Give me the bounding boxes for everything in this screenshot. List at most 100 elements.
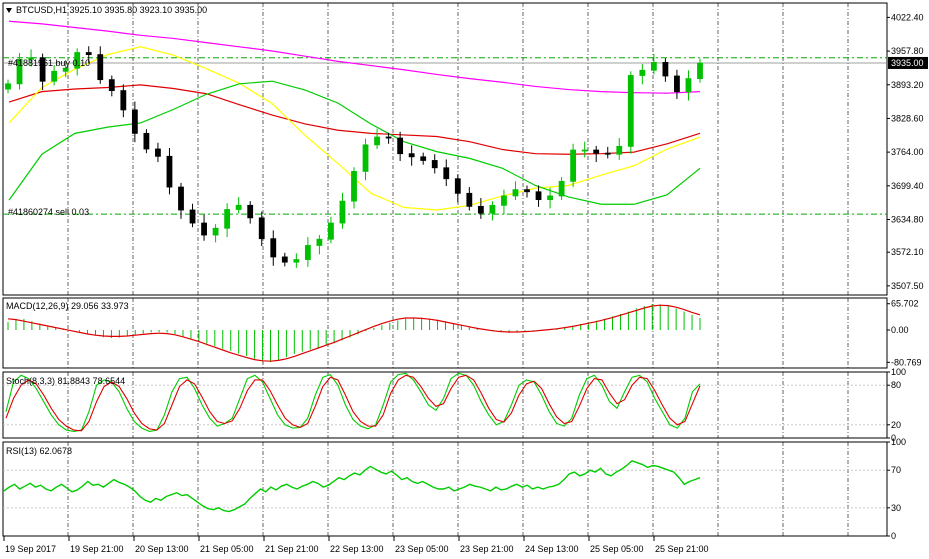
sell-order-label[interactable]: #41860274 sell 0.03 xyxy=(8,207,89,217)
candle xyxy=(131,101,138,143)
candle xyxy=(627,71,634,154)
candle xyxy=(16,53,23,90)
candle-body xyxy=(362,144,369,172)
candle-body xyxy=(166,155,173,188)
candle xyxy=(62,59,69,78)
candle xyxy=(351,167,357,209)
macd-tick-label: 0.00 xyxy=(891,325,909,335)
candle xyxy=(362,138,369,181)
stochastic-panel[interactable]: 100 80 20 0 xyxy=(2,367,906,443)
time-tick-label: 23 Sep 05:00 xyxy=(395,544,449,554)
time-tick-label: 25 Sep 05:00 xyxy=(590,544,644,554)
candle-body xyxy=(385,136,392,139)
candle-body xyxy=(454,178,461,194)
stoch-tick-label: 100 xyxy=(891,367,906,377)
candle xyxy=(604,146,611,159)
candle xyxy=(662,58,669,82)
rsi-frame xyxy=(2,441,888,537)
price-tick-label: 3699.40 xyxy=(891,181,924,191)
candle-body xyxy=(281,256,288,263)
candle xyxy=(328,216,334,244)
candle-body xyxy=(39,57,46,82)
time-tick-label: 22 Sep 13:00 xyxy=(330,544,384,554)
candle xyxy=(397,131,404,161)
candle-body xyxy=(328,222,334,240)
candle xyxy=(466,187,473,211)
candle xyxy=(616,138,623,160)
candle-body xyxy=(270,238,277,258)
candle-body xyxy=(443,167,450,180)
candle xyxy=(270,230,277,266)
candle xyxy=(593,145,600,163)
rsi-panel[interactable]: 100 70 30 0 xyxy=(2,437,906,541)
candle-body xyxy=(339,200,346,224)
candle xyxy=(524,185,530,198)
candle xyxy=(420,152,427,165)
candle xyxy=(5,79,11,94)
candle-body xyxy=(28,57,34,60)
candle xyxy=(570,143,577,188)
candle xyxy=(304,237,311,267)
candle-body xyxy=(108,79,115,92)
candle-body xyxy=(489,204,496,214)
candle-body xyxy=(224,209,231,229)
candle-body xyxy=(212,227,219,236)
candle-body xyxy=(189,209,196,224)
candle xyxy=(477,198,484,219)
candle xyxy=(339,192,346,229)
symbol-title: BTCUSD,H1 3925.10 3935.80 3923.10 3935.0… xyxy=(16,5,207,15)
candle xyxy=(224,203,231,238)
candle-body xyxy=(120,90,127,111)
time-tick-label: 19 Sep 2017 xyxy=(5,544,56,554)
candle xyxy=(74,48,81,76)
rsi-title: RSI(13) 62.0678 xyxy=(6,446,72,456)
candle-body xyxy=(685,78,692,93)
stoch-tick-label: 80 xyxy=(891,380,901,390)
stoch-frame xyxy=(2,371,888,439)
candle-body xyxy=(627,75,634,147)
buy-order-label[interactable]: #41881961 buy 0.10 xyxy=(8,58,90,68)
candle xyxy=(547,187,553,209)
candle-body xyxy=(501,195,507,206)
macd-tick-label: 65.702 xyxy=(891,299,919,309)
candle xyxy=(685,70,692,101)
candle xyxy=(28,49,34,67)
candle-body xyxy=(293,259,300,263)
stoch-tick-label: 20 xyxy=(891,420,901,430)
candle-body xyxy=(639,69,646,76)
chevron-down-icon[interactable] xyxy=(6,8,12,13)
candle xyxy=(443,159,450,187)
candle-body xyxy=(258,217,265,240)
rsi-tick-label: 30 xyxy=(891,503,901,513)
rsi-tick-label: 0 xyxy=(891,531,896,541)
moving-average-4 xyxy=(8,80,701,205)
price-tick-label: 3893.20 xyxy=(891,80,924,90)
price-panel[interactable]: 4022.40 3957.80 3893.20 3828.60 3764.00 3699.… xyxy=(2,2,928,296)
macd-panel[interactable]: 65.702 0.00 -80.769 xyxy=(2,297,922,369)
time-tick-label: 21 Sep 21:00 xyxy=(265,544,319,554)
candle xyxy=(558,177,565,201)
stoch-tick-label: 0 xyxy=(891,433,896,443)
candle xyxy=(120,84,127,118)
macd-signal-line xyxy=(7,304,701,362)
candle-body xyxy=(304,245,311,260)
candle xyxy=(581,141,588,158)
stoch-line-1 xyxy=(5,372,701,432)
candle xyxy=(674,69,680,99)
candle-body xyxy=(512,189,519,197)
time-axis: 19 Sep 2017 19 Sep 21:00 20 Sep 13:00 21 Se… xyxy=(3,536,709,554)
candle-body xyxy=(397,137,404,155)
candle-body xyxy=(408,153,415,158)
candle xyxy=(143,129,150,154)
time-tick-label: 24 Sep 13:00 xyxy=(525,544,579,554)
candle xyxy=(535,185,542,207)
candle-body xyxy=(51,70,58,82)
candle xyxy=(201,214,207,241)
time-tick-label: 20 Sep 13:00 xyxy=(135,544,189,554)
price-tick-label: 3828.60 xyxy=(891,113,924,123)
price-tick-label: 3957.80 xyxy=(891,46,924,56)
candle xyxy=(258,211,265,246)
candle xyxy=(235,196,242,214)
candle-body xyxy=(16,58,23,85)
